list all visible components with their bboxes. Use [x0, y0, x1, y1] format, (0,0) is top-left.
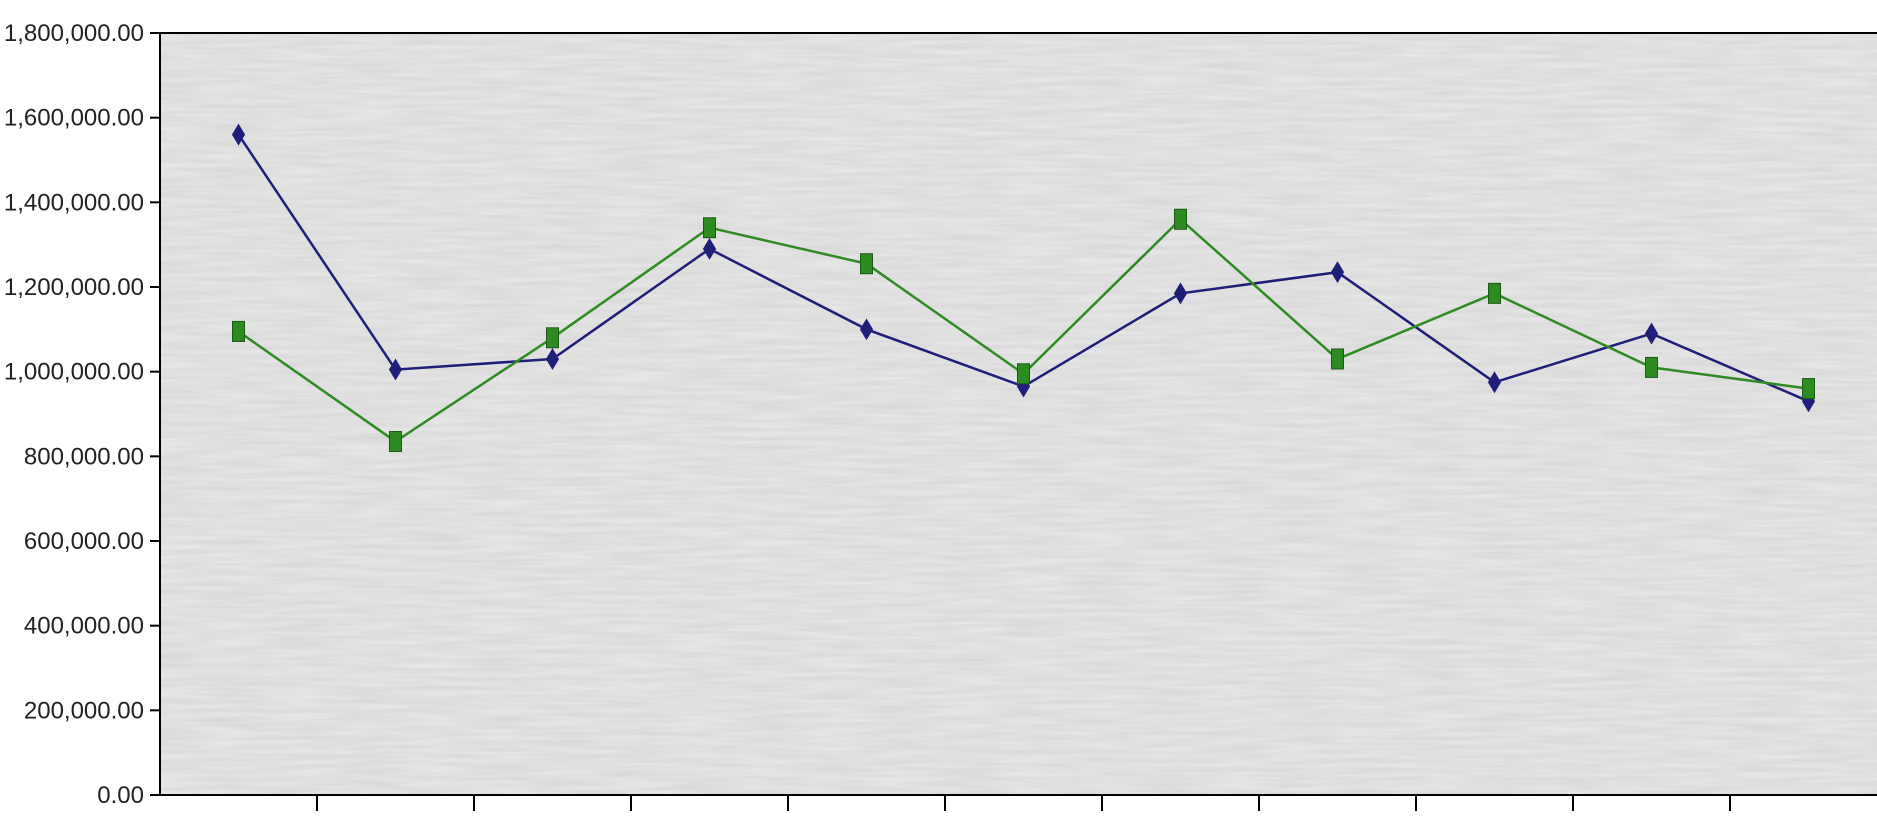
plot-texture [160, 33, 1877, 795]
y-tick-label: 800,000.00 [24, 443, 144, 470]
series-2-point [1017, 363, 1030, 385]
series-1-point [231, 123, 246, 146]
series-1-point [1644, 322, 1659, 345]
series-2-point [1488, 282, 1501, 304]
y-tick-label: 200,000.00 [24, 697, 144, 724]
series-2-point [1645, 356, 1658, 378]
y-tick-label: 600,000.00 [24, 528, 144, 555]
series-2-point [1802, 378, 1815, 400]
series-1-point [1487, 371, 1502, 394]
series-2-point [546, 327, 559, 349]
series-2-point [703, 217, 716, 239]
series-1-point [1173, 282, 1188, 305]
y-axis: 0.00 200,000.00 400,000.00 600,000.00 800,00… [4, 20, 161, 809]
series-2-point [1331, 348, 1344, 370]
series-1-point [1330, 261, 1345, 284]
series-1-point [859, 318, 874, 341]
y-tick-label: 400,000.00 [24, 613, 144, 640]
y-tick-label: 1,600,000.00 [4, 105, 144, 132]
series-2-point [1174, 208, 1187, 230]
series-2-point [232, 320, 245, 342]
y-tick-label: 1,000,000.00 [4, 359, 144, 386]
y-tick-label: 1,800,000.00 [4, 20, 144, 47]
series-1-point [545, 347, 560, 370]
series-layer [231, 123, 1816, 453]
y-tick-label: 1,200,000.00 [4, 274, 144, 301]
series-1-point [702, 237, 717, 260]
x-axis [160, 794, 1877, 811]
series-2 [232, 208, 1815, 453]
series-2-point [389, 431, 402, 453]
plot-area [160, 32, 1877, 795]
y-tick-label: 1,400,000.00 [4, 189, 144, 216]
series-1-point [388, 358, 403, 381]
y-tick-label: 0.00 [97, 782, 144, 809]
series-2-point [860, 253, 873, 275]
